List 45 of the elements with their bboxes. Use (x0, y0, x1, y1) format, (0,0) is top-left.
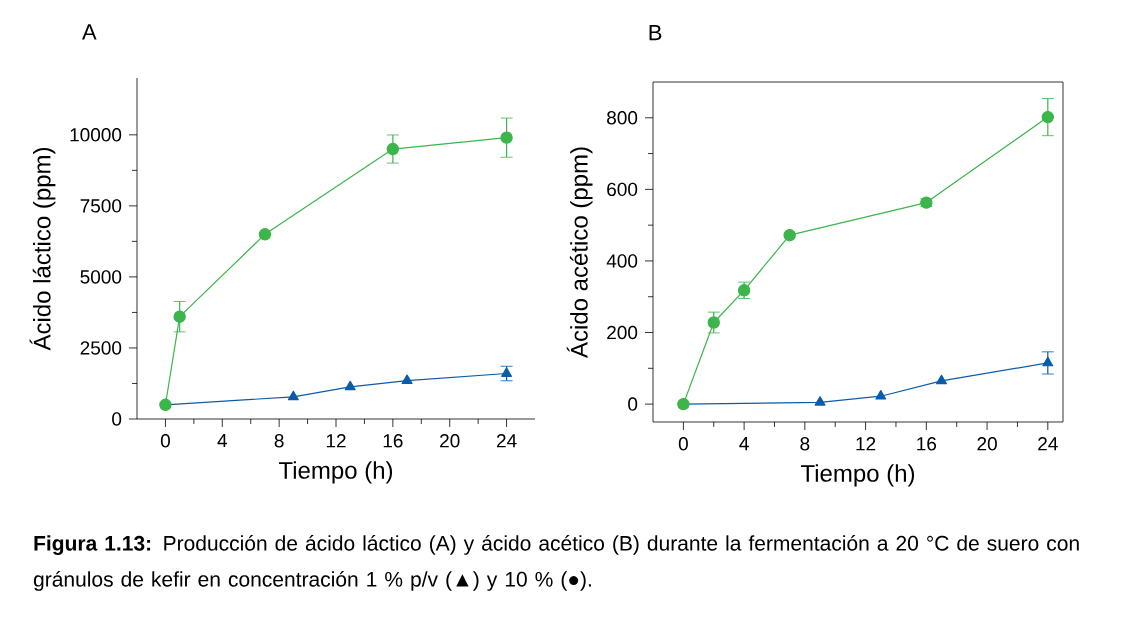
y-tick-label: 5000 (80, 270, 122, 284)
point (401, 374, 413, 385)
point (814, 396, 826, 406)
y-axis-title: Ácido láctico (ppm) (29, 148, 56, 351)
point (875, 390, 887, 400)
chart-title: B (649, 25, 662, 41)
point (173, 310, 186, 323)
point (287, 390, 299, 401)
y-tick-label: 400 (606, 254, 638, 268)
x-tick-label: 20 (440, 434, 460, 448)
point (500, 131, 513, 144)
y-tick-label: 10000 (70, 128, 122, 142)
point (936, 374, 947, 385)
x-tick-label: 24 (496, 434, 517, 448)
x-axis-title: Tiempo (h) (800, 464, 915, 487)
x-tick-label: 20 (977, 437, 997, 451)
x-axis-title: Tiempo (h) (278, 461, 393, 484)
y-tick-label: 200 (607, 325, 638, 340)
x-tick-label: 4 (739, 437, 749, 451)
point (783, 228, 796, 242)
x-tick-label: 12 (326, 434, 346, 448)
x-tick-label: 24 (1038, 437, 1058, 451)
text: Figura 1.13: Producción de ácido láctico (A) y ácido acético (B) durante la fermentación a 20 °C de suero con gránulos de kefir en concentración 1 % p/v (▲) y 10 % (●). (33, 535, 1079, 591)
y-tick-label: 2500 (80, 341, 122, 355)
point (344, 380, 356, 391)
point (258, 228, 272, 241)
point (386, 142, 400, 156)
point (1042, 356, 1054, 367)
y-tick-label: 7500 (80, 199, 122, 213)
y-tick-label: 800 (607, 111, 638, 125)
x-tick-label: 0 (678, 437, 688, 451)
x-tick-label: 0 (160, 434, 170, 448)
chart-title: A (82, 24, 97, 40)
x-tick-label: 12 (856, 437, 876, 451)
x-tick-label: 16 (917, 437, 937, 451)
y-tick-label: 600 (607, 182, 638, 197)
point (707, 316, 720, 329)
y-axis-title: Ácido acético (ppm) (566, 147, 593, 359)
y-tick-label: 0 (112, 412, 122, 426)
x-tick-label: 16 (383, 434, 403, 448)
y-tick-label: 0 (628, 397, 638, 411)
x-tick-label: 4 (217, 434, 228, 448)
x-tick-label: 8 (274, 434, 284, 448)
x-tick-label: 8 (800, 437, 810, 451)
point (1041, 110, 1055, 124)
